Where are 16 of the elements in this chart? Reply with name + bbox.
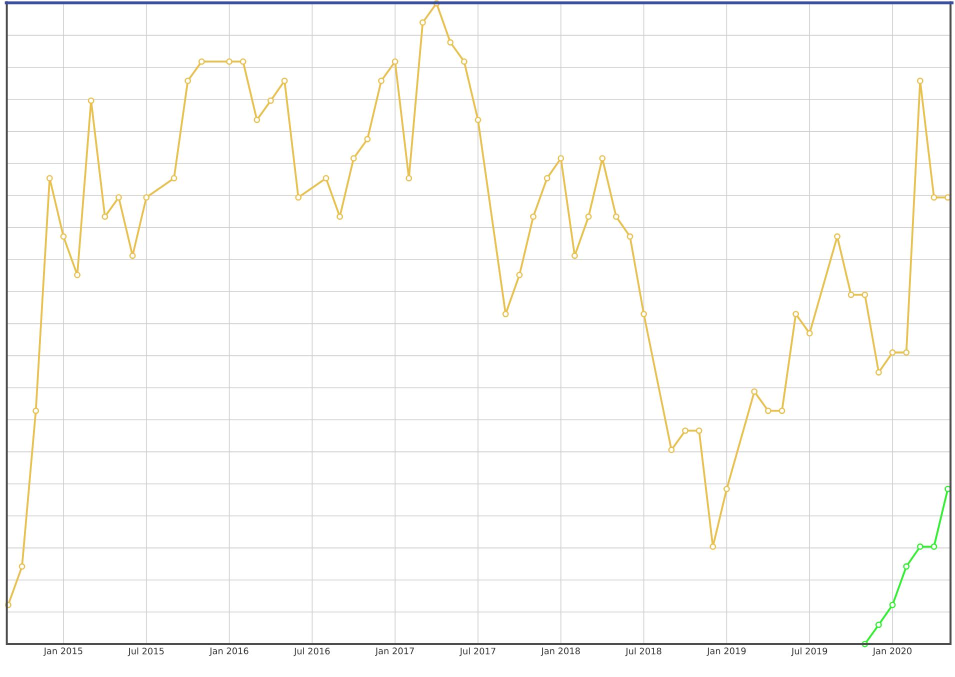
- x-tick-label: Jan 2018: [540, 648, 580, 656]
- x-tick-label: Jul 2015: [128, 648, 164, 656]
- x-tick-label: Jan 2016: [209, 648, 248, 656]
- point: [875, 622, 882, 628]
- x-tick-label: Jul 2018: [625, 648, 662, 656]
- x-tick-label: Jul 2019: [791, 648, 828, 656]
- point: [916, 544, 924, 550]
- x-tick-label: Jul 2017: [459, 648, 496, 656]
- x-tick-label: Jan 2017: [375, 648, 414, 656]
- x-tick-label: Jul 2016: [294, 648, 330, 656]
- x-tick-label: Jan 2015: [43, 648, 82, 656]
- point: [889, 602, 896, 608]
- x-tick-label: Jan 2020: [872, 648, 912, 656]
- point: [930, 544, 938, 550]
- point: [903, 563, 910, 570]
- x-tick-label: Jan 2019: [706, 648, 746, 656]
